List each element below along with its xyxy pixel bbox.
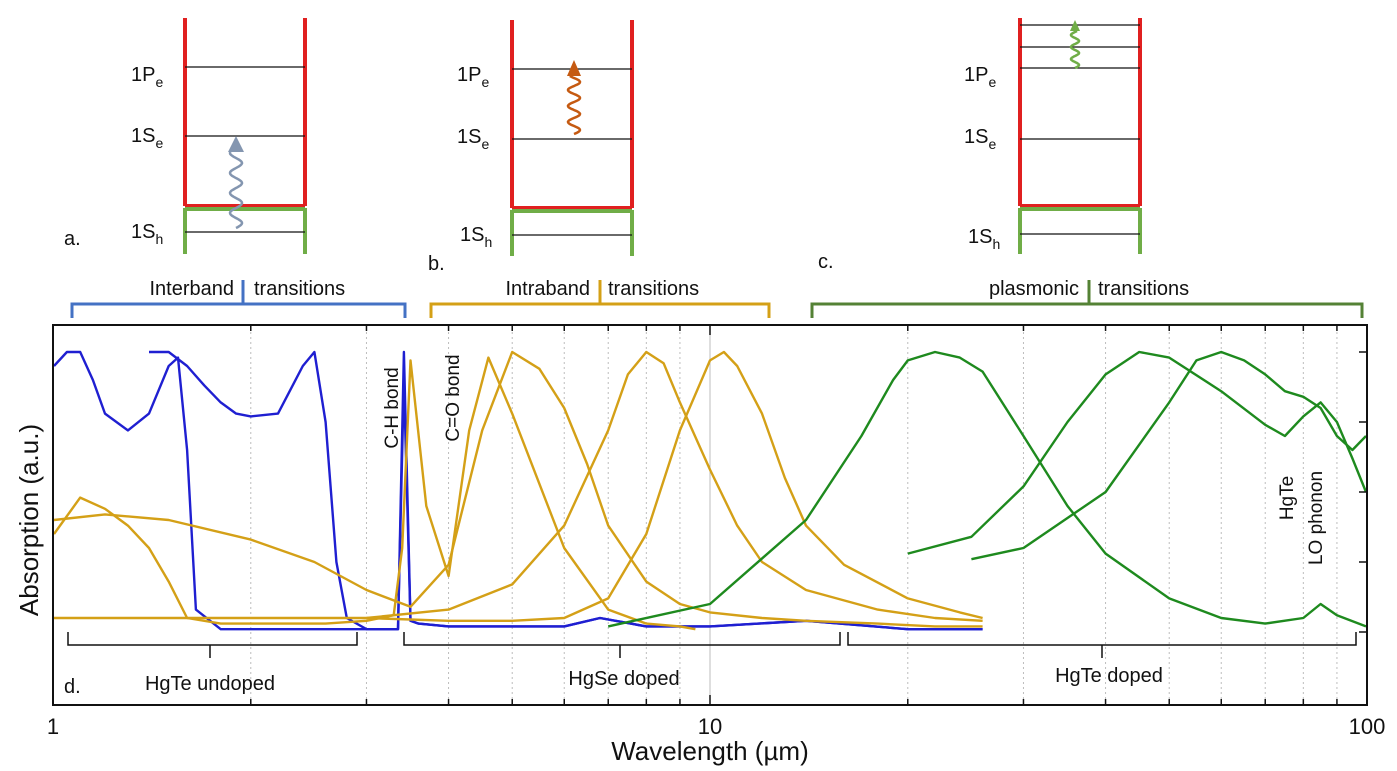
x-axis-label: Wavelength (µm) xyxy=(611,736,809,766)
series-line-4 xyxy=(53,350,983,628)
series-line-3 xyxy=(53,356,696,631)
region-label-right: transitions xyxy=(254,278,345,300)
panel-label-a: a. xyxy=(64,228,81,250)
sample-label: HgSe doped xyxy=(568,668,679,690)
region-label-left: Intraband xyxy=(505,278,590,300)
annotation-hgte: HgTe xyxy=(1277,476,1298,520)
level-label-1se: 1Se xyxy=(964,126,996,152)
series-layer xyxy=(53,350,1368,631)
sample-label: HgTe doped xyxy=(1055,665,1163,687)
wavy-arrow-a xyxy=(228,151,244,230)
series-line-6 xyxy=(366,350,983,622)
region-bracket xyxy=(429,280,771,318)
x-tick-label: 1 xyxy=(47,714,59,739)
y-axis-label: Absorption (a.u.) xyxy=(14,424,44,616)
sample-group-hgse-doped: HgSe doped xyxy=(403,632,841,690)
panel-label-d: d. xyxy=(64,676,81,698)
series-line-1 xyxy=(53,350,983,631)
arrowhead-a xyxy=(228,136,244,152)
region-interband: Interband transitions xyxy=(70,278,407,318)
x-tick-label: 100 xyxy=(1349,714,1386,739)
sample-brace xyxy=(403,632,841,658)
annotation-co-bond: C=O bond xyxy=(443,354,464,441)
region-bracket xyxy=(70,280,407,318)
series-line-2 xyxy=(149,350,983,631)
level-label-1sh: 1Sh xyxy=(968,226,1000,252)
sample-group-hgte-doped: HgTe doped xyxy=(847,632,1357,687)
level-label-1pe: 1Pe xyxy=(131,64,163,90)
region-intraband: Intraband transitions xyxy=(429,278,771,318)
level-label-1sh: 1Sh xyxy=(460,224,492,250)
series-line-5 xyxy=(54,350,983,622)
level-label-1se: 1Se xyxy=(457,126,489,152)
arrowhead-c xyxy=(1070,20,1080,31)
diagram-a: 1Pe 1Se 1Sh a. xyxy=(64,18,307,254)
region-label-right: transitions xyxy=(608,278,699,300)
y-ticks xyxy=(1359,351,1367,633)
level-label-1pe: 1Pe xyxy=(457,64,489,90)
region-plasmonic: plasmonic transitions xyxy=(810,278,1364,318)
x-tick-label: 10 xyxy=(698,714,722,739)
panel-label-b: b. xyxy=(428,253,445,275)
sample-brace xyxy=(67,632,358,658)
annotation-ch-bond: C-H bond xyxy=(382,367,403,448)
absorption-chart: 1 10 100 Absorption (a.u.) Wavelength (µm)… xyxy=(14,324,1385,766)
series-line-9 xyxy=(971,350,1367,561)
series-line-8 xyxy=(907,350,1368,555)
x-ticks: 1 10 100 xyxy=(47,325,1385,739)
diagram-c: 1Pe 1Se 1Sh c. xyxy=(818,18,1142,273)
series-line-7 xyxy=(607,350,1367,628)
arrowhead-b xyxy=(567,60,581,76)
sample-brace xyxy=(847,632,1357,658)
sample-group-hgte-undoped: HgTe undoped xyxy=(67,632,358,695)
panel-label-c: c. xyxy=(818,251,834,273)
level-label-1pe: 1Pe xyxy=(964,64,996,90)
wavy-arrow-b xyxy=(566,74,582,136)
level-label-1sh: 1Sh xyxy=(131,221,163,247)
level-label-1se: 1Se xyxy=(131,125,163,151)
diagram-b: 1Pe 1Se 1Sh b. xyxy=(428,20,634,275)
sample-label: HgTe undoped xyxy=(145,673,275,695)
region-bracket xyxy=(810,280,1364,318)
region-label-left: plasmonic xyxy=(989,278,1079,300)
annotation-lo-phonon: LO phonon xyxy=(1306,471,1327,565)
wavy-arrow-c xyxy=(1069,29,1081,70)
region-label-left: Interband xyxy=(149,278,234,300)
region-label-right: transitions xyxy=(1098,278,1189,300)
grid-lines xyxy=(250,327,1338,703)
